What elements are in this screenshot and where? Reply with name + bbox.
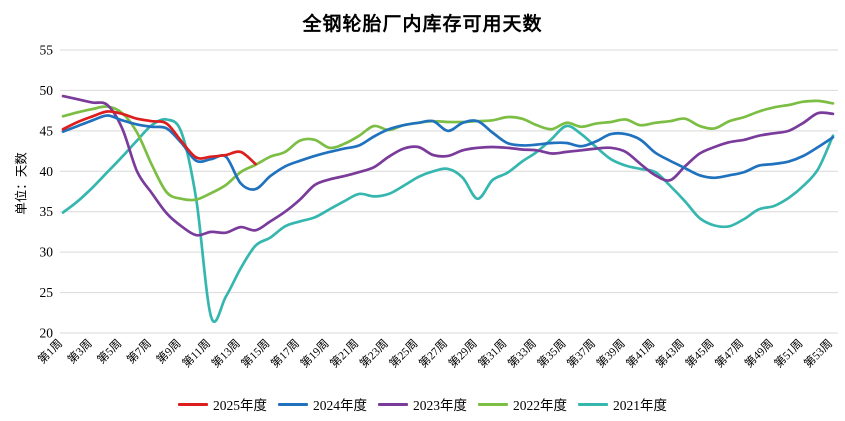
- x-tick-label: 第3周: [65, 336, 95, 366]
- legend-label: 2025年度: [213, 398, 267, 413]
- x-tick-label: 第27周: [416, 336, 450, 370]
- legend-swatch-icon: [278, 402, 308, 406]
- x-tick-label: 第51周: [771, 336, 805, 370]
- x-tick-label: 第15周: [238, 336, 272, 370]
- x-tick-label: 第5周: [94, 336, 124, 366]
- series-line-2025: [61, 110, 257, 166]
- x-tick-label: 第25周: [386, 336, 420, 370]
- legend-item-2023: 2023年度: [378, 394, 467, 414]
- legend-swatch-icon: [178, 402, 208, 406]
- legend-item-2021: 2021年度: [578, 394, 667, 414]
- legend-label: 2023年度: [413, 398, 467, 413]
- x-tick-label: 第13周: [209, 336, 243, 370]
- x-tick-label: 第19周: [297, 336, 331, 370]
- legend-item-2025: 2025年度: [178, 394, 267, 414]
- x-tick-label: 第39周: [594, 336, 628, 370]
- x-tick-label: 第9周: [153, 336, 183, 366]
- x-tick-label: 第41周: [623, 336, 657, 370]
- x-tick-label: 第23周: [357, 336, 391, 370]
- y-tick-label: 20: [40, 326, 54, 341]
- legend-swatch-icon: [478, 402, 508, 406]
- y-tick-label: 25: [40, 285, 54, 300]
- x-tick-label: 第21周: [327, 336, 361, 370]
- series-line-2024: [61, 114, 835, 191]
- legend-swatch-icon: [378, 402, 408, 406]
- y-tick-label: 55: [40, 43, 54, 58]
- chart-legend: 2025年度 2024年度 2023年度 2022年度 2021年度: [0, 393, 845, 415]
- y-tick-label: 50: [40, 83, 54, 98]
- chart-title: 全钢轮胎厂内库存可用天数: [302, 14, 543, 35]
- x-tick-label: 第35周: [534, 336, 568, 370]
- x-tick-label: 第45周: [682, 336, 716, 370]
- x-tick-label: 第53周: [801, 336, 835, 370]
- series-line-2023: [61, 94, 835, 237]
- x-tick-label: 第43周: [653, 336, 687, 370]
- y-tick-label: 35: [40, 204, 54, 219]
- x-tick-label: 第1周: [35, 336, 65, 366]
- x-tick-label: 第11周: [179, 336, 213, 370]
- x-tick-label: 第47周: [712, 336, 746, 370]
- x-tick-label: 第17周: [268, 336, 302, 370]
- legend-label: 2022年度: [513, 398, 567, 413]
- x-tick-label: 第33周: [505, 336, 539, 370]
- x-tick-label: 第31周: [475, 336, 509, 370]
- y-tick-label: 40: [40, 164, 54, 179]
- y-axis-title: 单位：天数: [14, 152, 29, 215]
- legend-item-2022: 2022年度: [478, 394, 567, 414]
- y-tick-label: 45: [40, 123, 54, 138]
- x-tick-label: 第37周: [564, 336, 598, 370]
- x-tick-label: 第49周: [742, 336, 776, 370]
- x-tick-label: 第29周: [445, 336, 479, 370]
- series-line-2021: [61, 117, 835, 323]
- series-line-2022: [61, 99, 835, 202]
- legend-item-2024: 2024年度: [278, 394, 367, 414]
- legend-swatch-icon: [578, 402, 608, 406]
- legend-label: 2021年度: [613, 398, 667, 413]
- y-tick-label: 30: [40, 245, 54, 260]
- x-tick-label: 第7周: [124, 336, 154, 366]
- legend-label: 2024年度: [313, 398, 367, 413]
